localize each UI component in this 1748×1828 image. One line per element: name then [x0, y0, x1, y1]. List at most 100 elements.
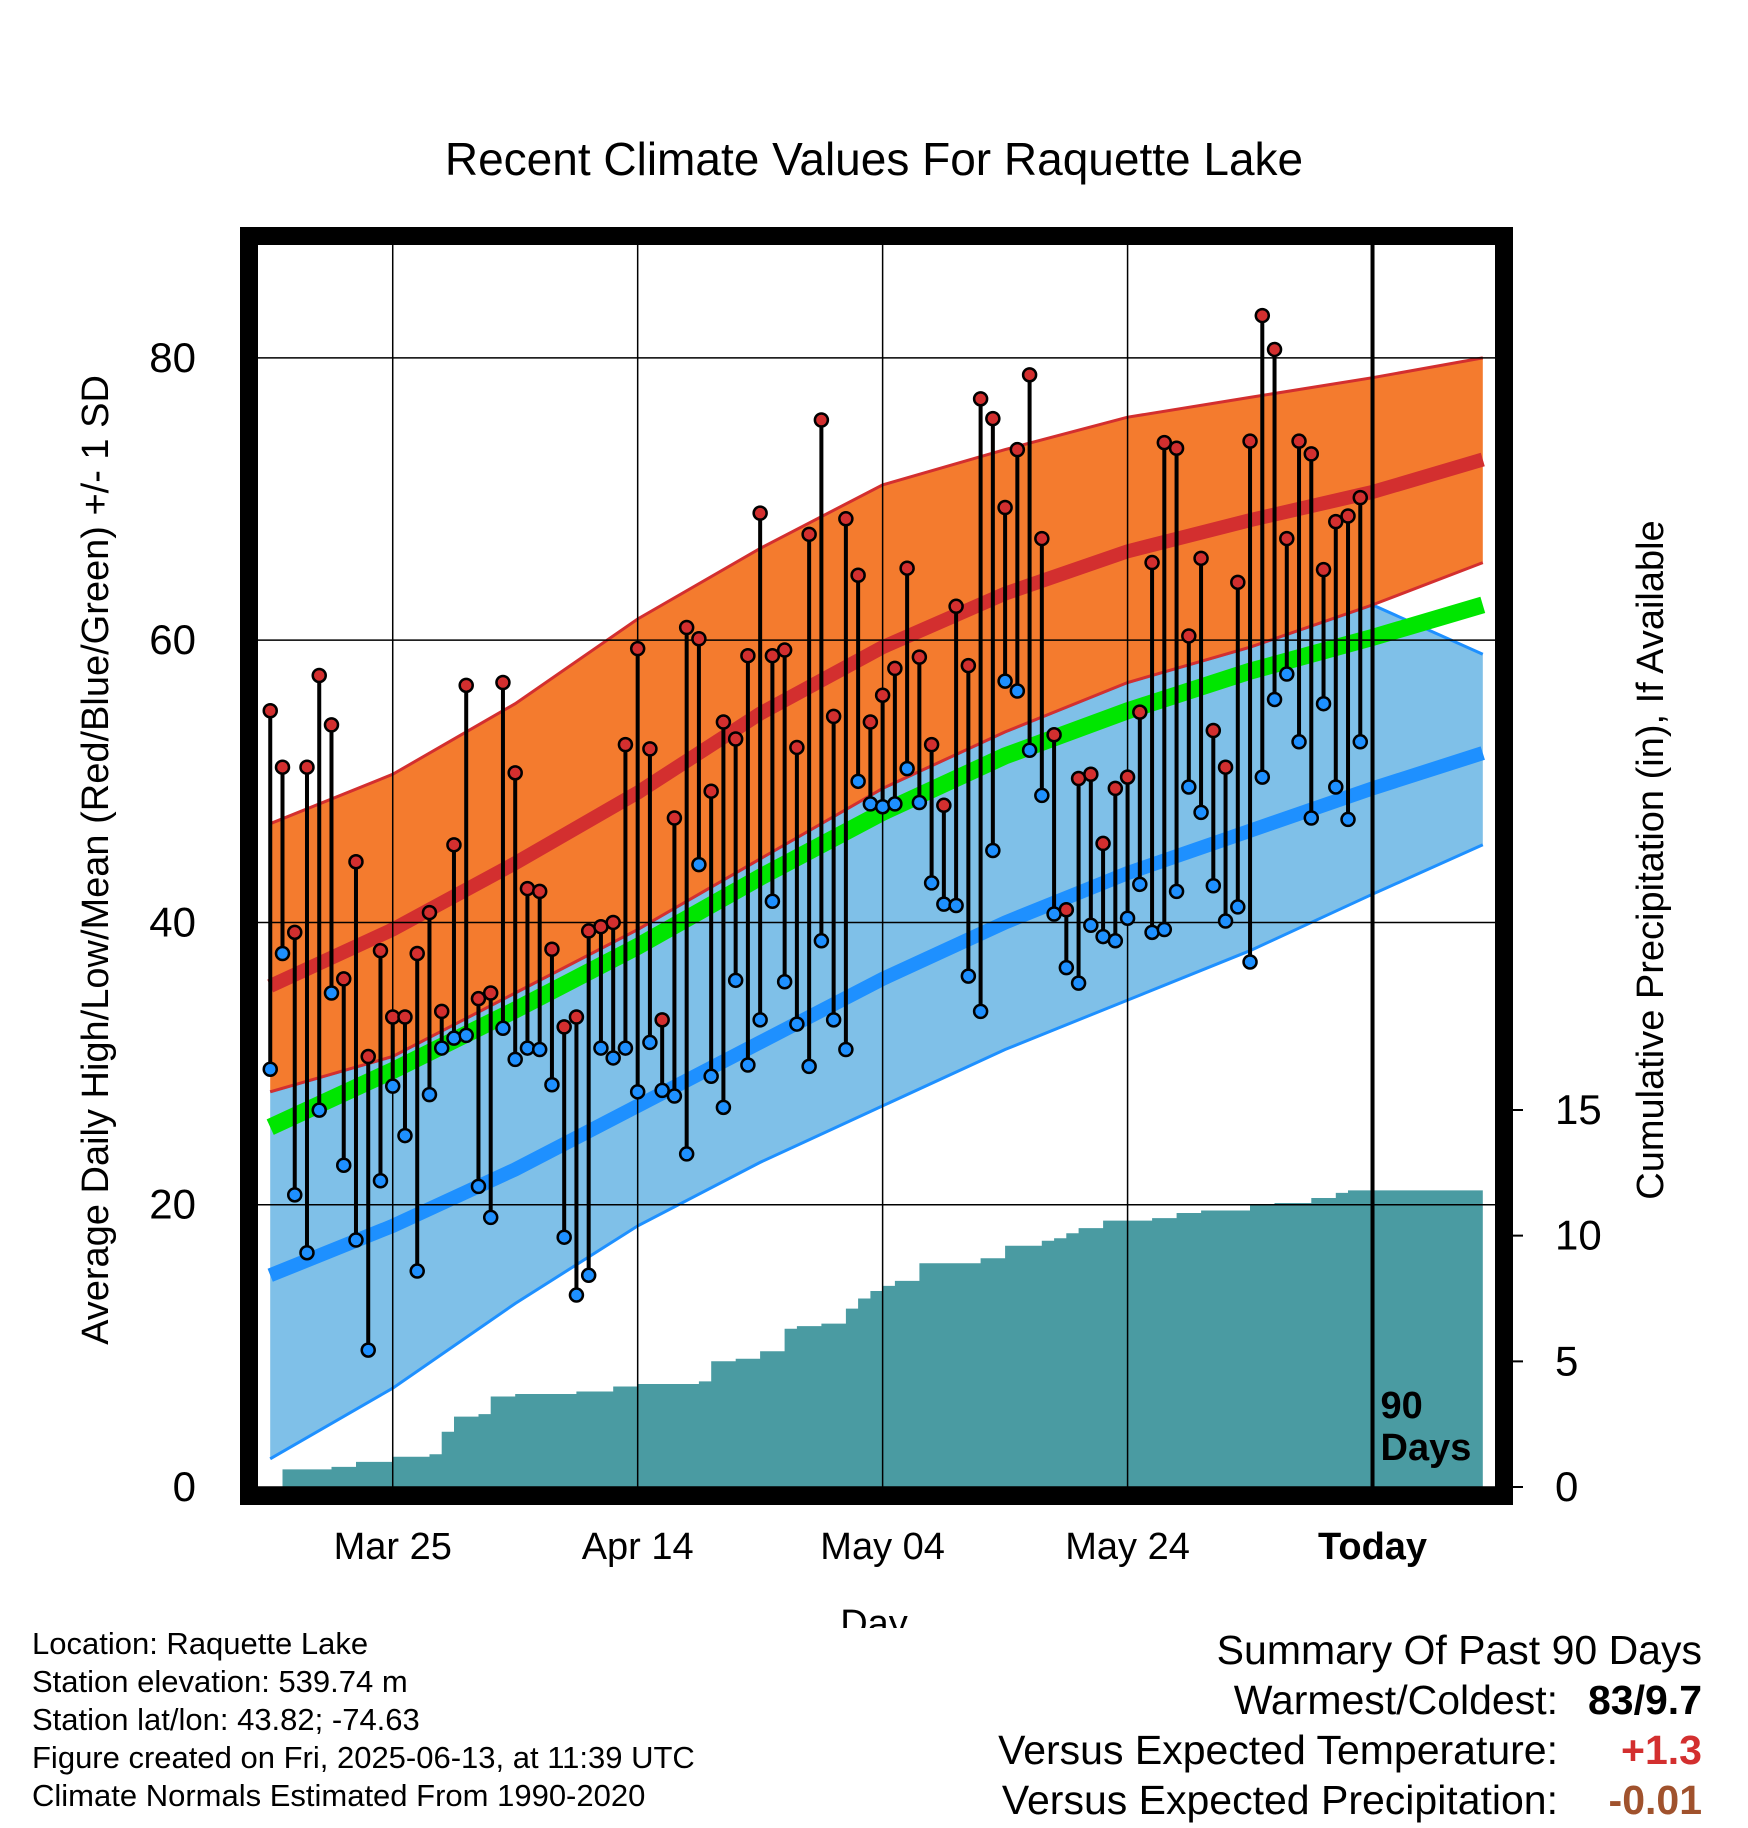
daily-high-point: [654, 1012, 670, 1028]
elevation-text: Station elevation: 539.74 m: [32, 1664, 408, 1699]
daily-low-point: [458, 1027, 474, 1044]
daily-high-point: [446, 837, 462, 853]
daily-low-point: [1193, 804, 1209, 821]
plot-frame: [240, 227, 1513, 1505]
daily-low-point: [397, 1127, 413, 1144]
temp-label: Versus Expected Temperature:: [998, 1727, 1558, 1773]
daily-high-point: [348, 854, 364, 870]
daily-low-point: [519, 1040, 536, 1056]
daily-high-point: [972, 391, 989, 407]
daily-high-point: [421, 904, 438, 921]
daily-high-point: [519, 880, 536, 897]
daily-high-point: [470, 990, 487, 1007]
daily-low-point: [470, 1178, 487, 1195]
daily-low-point: [495, 1020, 511, 1037]
daily-low-point: [862, 796, 879, 812]
normals-text: Climate Normals Estimated From 1990-2020: [32, 1778, 646, 1813]
plot-area: Mar 25 Apr 14 May 04 May 24 Today 0 20 40 60 80 0 5…: [149, 227, 1602, 1568]
daily-high-point: [1156, 434, 1173, 451]
daily-high-point: [372, 942, 389, 959]
daily-low-point: [1205, 878, 1222, 894]
daily-high-point: [1119, 769, 1136, 785]
daily-low-point: [544, 1077, 560, 1093]
daily-high-point: [605, 914, 621, 931]
daily-low-point: [556, 1229, 572, 1245]
daily-high-point: [1205, 722, 1222, 739]
daily-low-point: [299, 1244, 315, 1261]
location-text: Location: Raquette Lake: [32, 1626, 369, 1661]
daily-high-point: [1168, 440, 1185, 456]
daily-high-point: [286, 924, 303, 941]
daily-low-point: [727, 972, 744, 989]
daily-high-point: [458, 677, 474, 694]
daily-low-point: [899, 760, 915, 777]
precip-label: Versus Expected Precipitation:: [1001, 1777, 1558, 1823]
daily-high-point: [323, 717, 340, 733]
daily-high-point: [813, 412, 830, 428]
y2-tick-label: 15: [1555, 1086, 1602, 1133]
daily-high-point: [507, 765, 523, 781]
warmest-value: 83/9.7: [1588, 1677, 1702, 1723]
x-axis-label: Day: [840, 1603, 908, 1628]
daily-high-point: [335, 971, 352, 987]
daily-low-point: [335, 1157, 352, 1173]
daily-low-point: [972, 1003, 989, 1020]
y-tick-label: 20: [149, 1181, 196, 1228]
daily-high-point: [801, 526, 817, 543]
precip-value: -0.01: [1608, 1777, 1702, 1823]
daily-low-point: [1315, 695, 1332, 712]
daily-low-point: [801, 1058, 817, 1075]
daily-high-point: [691, 631, 707, 647]
daily-low-point: [838, 1041, 854, 1058]
daily-low-point: [531, 1041, 548, 1058]
daily-high-point: [311, 667, 327, 684]
daily-high-point: [1181, 628, 1197, 644]
summary-title: Summary Of Past 90 Days: [1216, 1627, 1702, 1673]
y2-axis-label: Cumulative Precipitation (in), If Availa…: [1630, 520, 1672, 1199]
daily-low-point: [789, 1016, 805, 1032]
daily-high-point: [789, 739, 805, 756]
daily-high-point: [838, 511, 854, 527]
daily-low-point: [421, 1086, 438, 1103]
daily-low-point: [1217, 913, 1234, 929]
daily-high-point: [1279, 530, 1295, 547]
daily-low-point: [1303, 810, 1320, 826]
x-tick-label: May 04: [820, 1526, 945, 1568]
daily-high-point: [1034, 530, 1050, 547]
latlon-text: Station lat/lon: 43.82; -74.63: [32, 1702, 420, 1737]
daily-low-point: [764, 893, 781, 910]
daily-low-point: [948, 897, 964, 914]
daily-high-point: [1058, 902, 1075, 918]
daily-high-point: [887, 660, 903, 677]
daily-low-point: [1230, 899, 1246, 915]
daily-high-point: [740, 647, 756, 664]
daily-low-point: [1279, 666, 1295, 682]
daily-low-point: [1254, 769, 1271, 785]
daily-high-point: [776, 642, 793, 658]
daily-high-point: [715, 714, 732, 730]
chart-title: Recent Climate Values For Raquette Lake: [445, 133, 1303, 185]
daily-high-point: [1230, 574, 1246, 591]
daily-low-point: [446, 1030, 462, 1046]
daily-low-point: [1083, 917, 1099, 934]
daily-high-point: [274, 759, 291, 775]
daily-high-point: [1046, 726, 1062, 743]
daily-low-point: [593, 1040, 609, 1056]
daily-low-point: [666, 1088, 683, 1104]
daily-high-point: [1315, 561, 1332, 578]
daily-low-point: [825, 1012, 842, 1028]
daily-low-point: [887, 796, 903, 812]
daily-low-point: [605, 1050, 621, 1066]
daily-low-point: [1266, 691, 1283, 708]
daily-high-point: [397, 1009, 413, 1025]
daily-low-point: [433, 1040, 450, 1056]
daily-low-point: [580, 1267, 597, 1284]
daily-low-point: [1168, 883, 1185, 900]
daily-low-point: [678, 1146, 695, 1162]
y-tick-label: 60: [149, 616, 196, 663]
daily-low-point: [813, 933, 830, 949]
daily-high-point: [850, 567, 866, 584]
daily-low-point: [323, 985, 340, 1001]
daily-low-point: [1340, 811, 1356, 828]
daily-high-point: [678, 619, 695, 636]
